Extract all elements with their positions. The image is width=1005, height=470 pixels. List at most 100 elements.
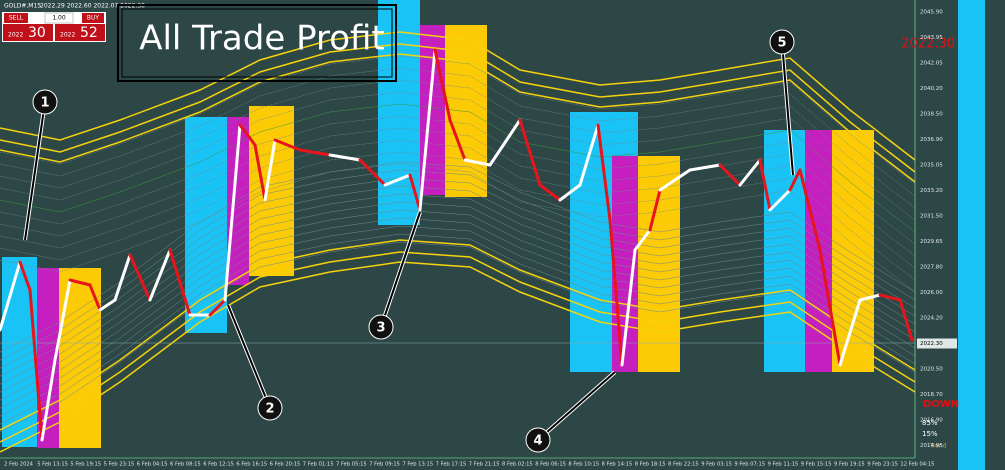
signal-block [445,25,487,197]
price-segment [658,168,692,192]
price-segment [148,248,172,302]
band-line [0,79,916,209]
sell-price-box[interactable] [3,24,53,41]
price-segment [0,260,22,332]
price-segment [448,118,467,162]
buy-button[interactable] [82,13,104,23]
price-segment [408,173,422,212]
down-pct: 85% [922,419,938,427]
lot-input[interactable] [44,12,74,24]
price-segment [578,123,600,187]
price-segment [273,138,302,152]
price-segment [798,168,822,252]
price-label: 2045.90 [920,10,943,16]
trend-label: Trend [929,443,947,450]
symbol: GOLD#,M15 [4,3,41,10]
callout-arrow [537,371,616,441]
time-label: 6 Feb 20:15 [270,462,301,468]
ohlc: 2022.29 2022.60 2022.07 2022.30 [40,3,145,10]
price-segment [88,283,102,312]
price-segment [223,123,242,302]
time-label: 8 Feb 06:15 [535,462,566,468]
price-segment [383,173,412,187]
price-segment [463,158,492,167]
callout-number: 5 [777,36,786,51]
callout-badge [525,427,551,453]
lower-band [0,261,916,453]
lower-band [0,239,916,431]
time-label: 8 Feb 14:15 [602,462,633,468]
time-label: 7 Feb 01:15 [303,462,334,468]
price-label: 2016.90 [920,418,943,424]
price-label: 2031.50 [920,214,943,220]
time-label: 6 Feb 12:15 [203,462,234,468]
sell-price-small: 2022 [8,32,23,39]
time-label: 7 Feb 05:15 [336,462,367,468]
signal-block [832,130,874,372]
price-segment [98,298,117,312]
price-segment [53,278,72,362]
band-line [0,127,916,257]
callout-arrow [781,41,794,176]
price-segment [40,358,57,442]
price-segment [718,163,742,187]
sell-label: SELL [9,15,24,22]
time-label: 9 Feb 23:15 [867,462,898,468]
callout-arrow [227,304,271,409]
price-segment [818,248,842,367]
band-line [0,177,916,369]
price-segment [433,48,452,122]
callout-number: 1 [40,96,49,111]
price-segment [328,153,362,162]
time-label: 7 Feb 17:15 [436,462,467,468]
buy-price-box[interactable] [55,24,105,41]
price-label: 2035.05 [920,163,943,169]
price-label: 2027.80 [920,265,943,271]
price-segment [28,288,44,442]
time-label: 8 Feb 18:15 [635,462,666,468]
band-line [0,233,916,425]
title: All Trade Profit [139,19,385,59]
time-label: 5 Feb 23:15 [104,462,135,468]
info-price: 2022.30 [901,37,955,52]
price-segment [253,143,267,202]
buy-price-big: 52 [80,25,98,41]
price-segment [858,293,882,302]
price-segment [788,168,802,192]
sell-button[interactable] [4,13,28,23]
sell-price-big: 30 [28,25,46,41]
price-segment [538,183,562,202]
callouts: 1 2 3 4 5 [23,29,795,453]
band-line [0,241,916,433]
price-segment [738,158,762,187]
price-segment [518,118,542,187]
price-segment [898,298,914,342]
current-price-tag [917,338,957,349]
up-pct: 15% [922,430,938,438]
price-segment [688,163,722,172]
buy-price-small: 2022 [60,32,75,39]
time-label: 9 Feb 03:15 [701,462,732,468]
price-label: 2022.30 [920,341,943,347]
price-segment [768,188,792,212]
price-segment [358,158,387,187]
time-label: 6 Feb 16:15 [236,462,267,468]
price-segment [418,48,437,212]
price-segment [128,253,152,302]
band-line [0,161,916,353]
price-label: 2020.50 [920,367,943,373]
price-segment [838,298,862,367]
price-segment [113,253,132,302]
upper-band [0,31,916,161]
band-line [0,225,916,417]
buy-label: BUY [87,15,100,22]
title-box [117,4,397,82]
price-label: 2042.05 [920,61,943,67]
price-label: 2014.95 [920,443,943,449]
time-label: 8 Feb 22:15 [668,462,699,468]
band-line [0,169,916,361]
time-label: 7 Feb 09:15 [369,462,400,468]
price-label: 2026.00 [920,290,943,296]
price-segment [878,293,902,302]
band-line [0,139,916,269]
